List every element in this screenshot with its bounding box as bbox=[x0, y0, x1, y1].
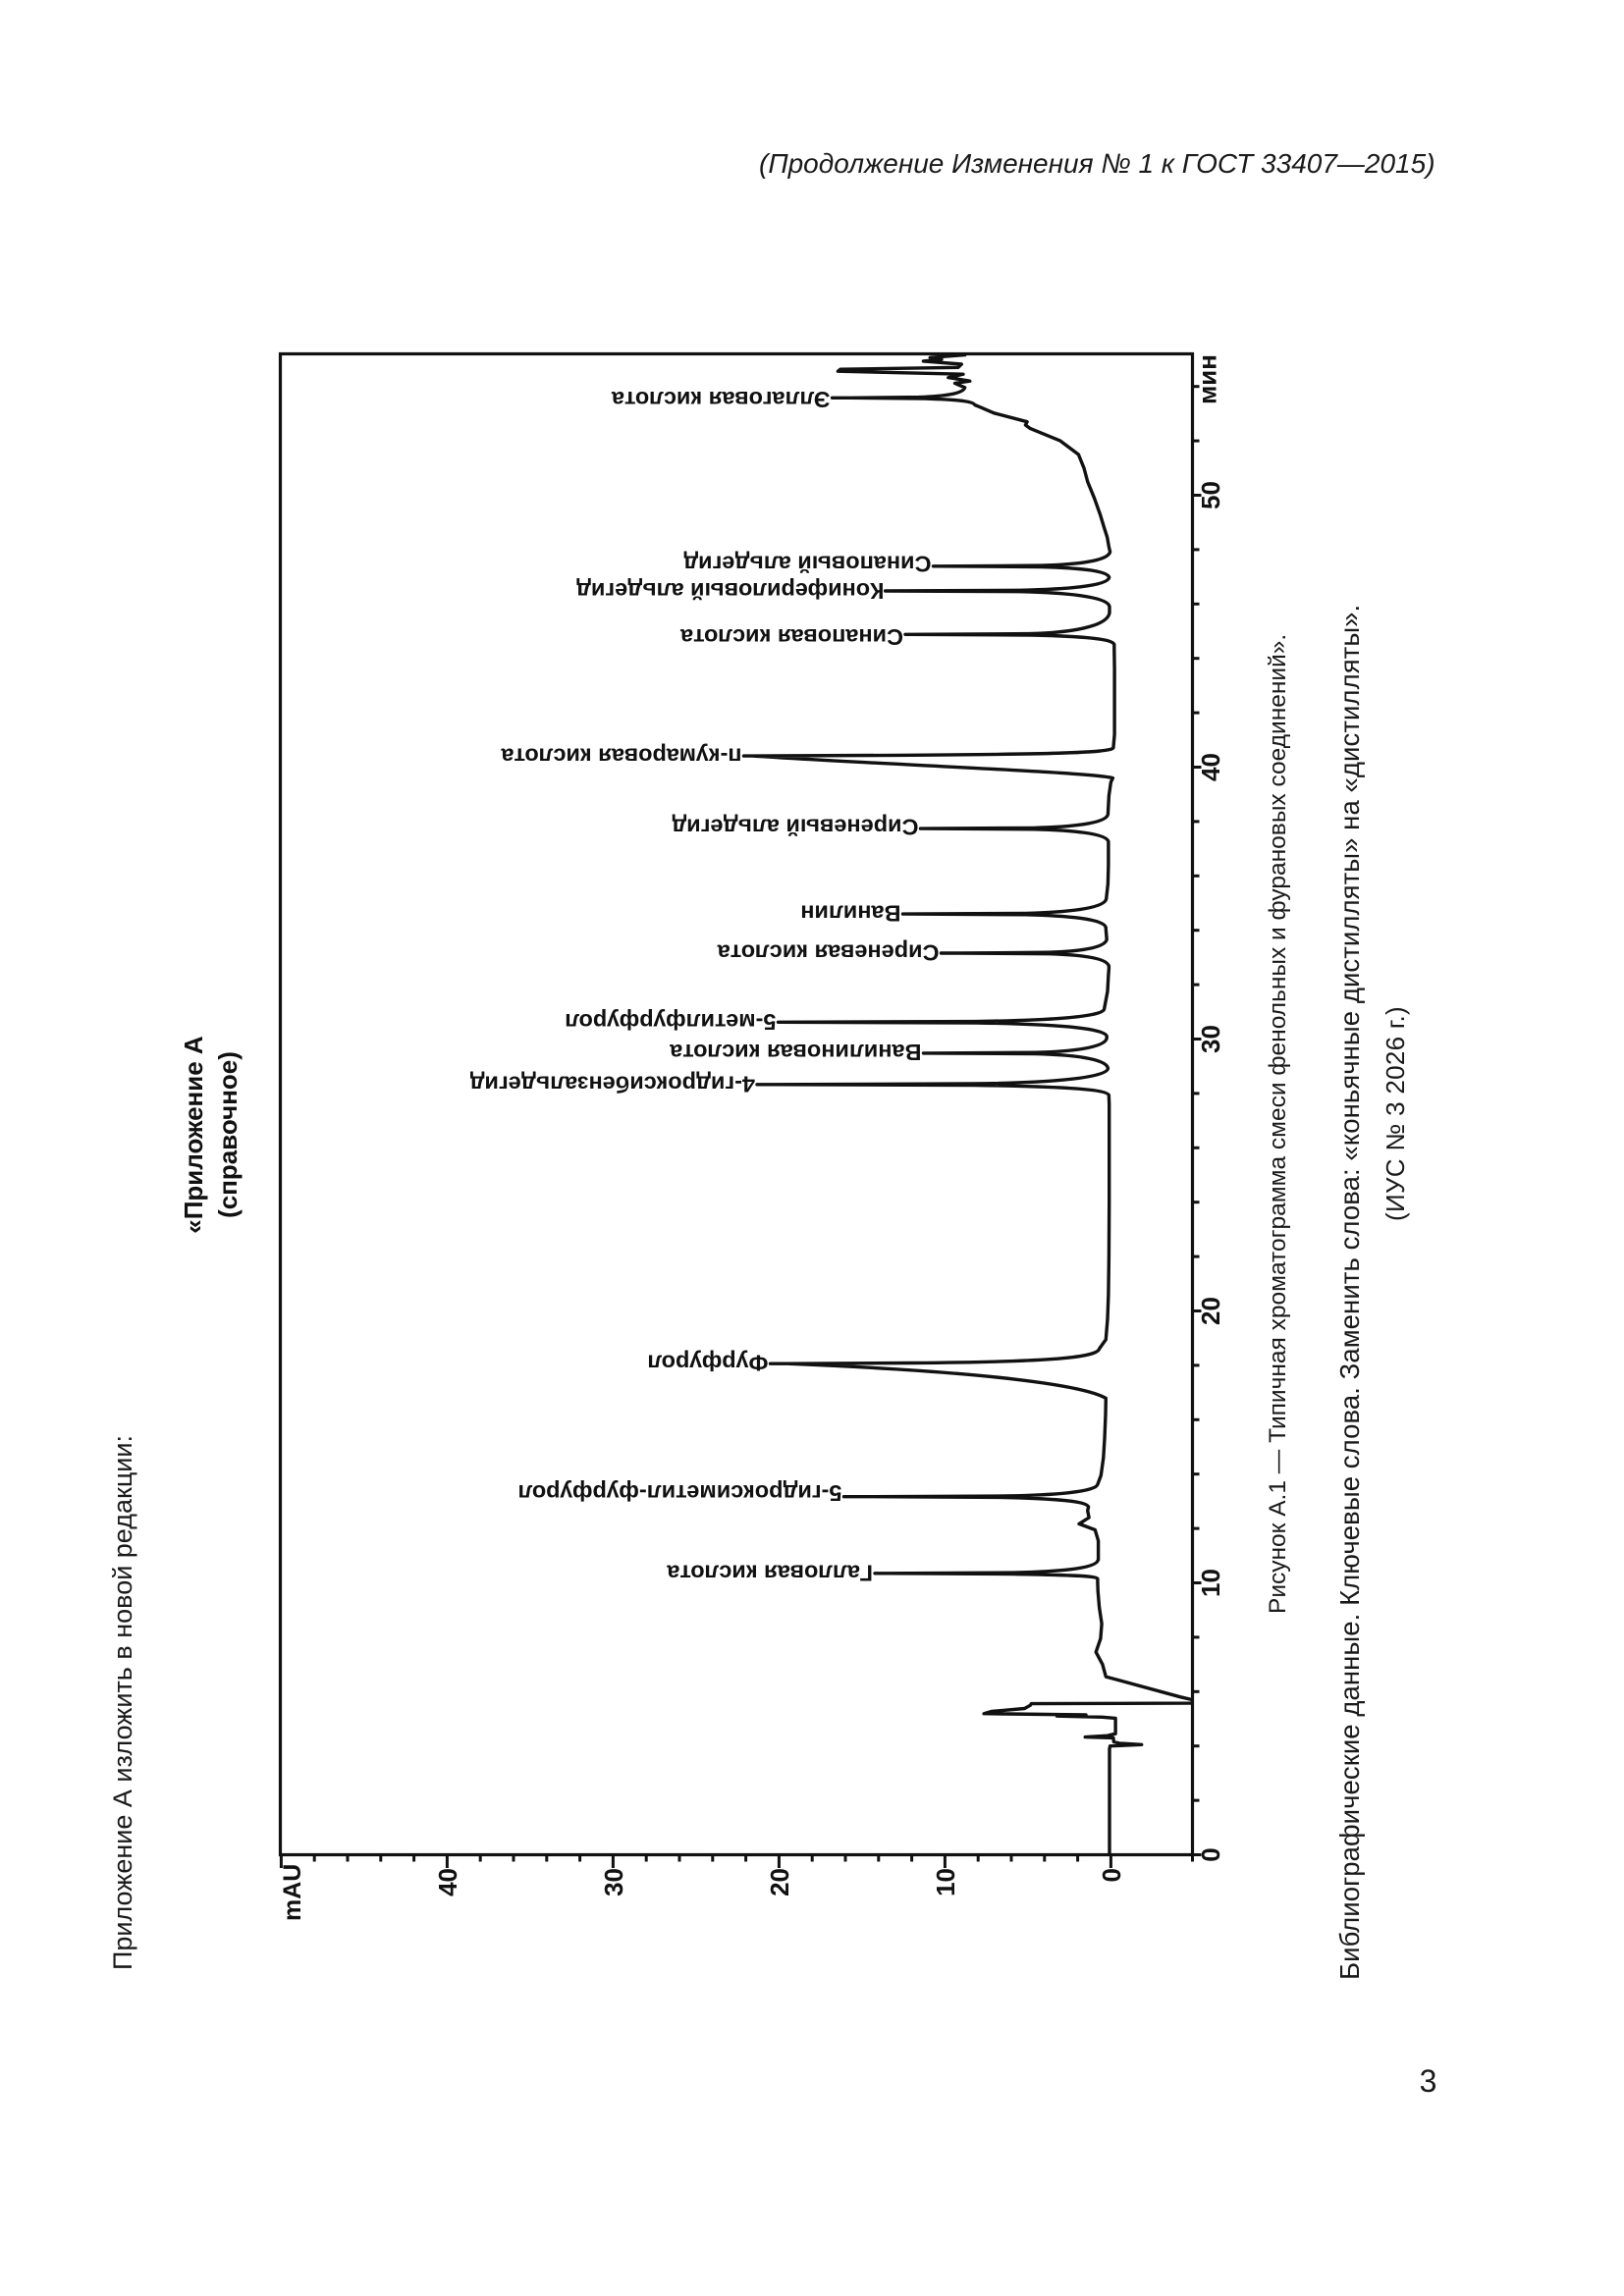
svg-text:10: 10 bbox=[930, 1868, 959, 1896]
svg-text:0: 0 bbox=[1196, 1847, 1225, 1861]
svg-text:40: 40 bbox=[1196, 753, 1225, 781]
svg-text:Ванилиновая кислота: Ванилиновая кислота bbox=[669, 1040, 921, 1065]
svg-text:Ванилин: Ванилин bbox=[800, 901, 900, 927]
svg-text:30: 30 bbox=[598, 1868, 627, 1896]
svg-text:30: 30 bbox=[1196, 1025, 1225, 1053]
svg-text:Галловая кислота: Галловая кислота bbox=[666, 1561, 873, 1586]
svg-text:5-метилфурфурол: 5-метилфурфурол bbox=[565, 1009, 776, 1035]
svg-text:10: 10 bbox=[1196, 1569, 1225, 1597]
svg-text:20: 20 bbox=[764, 1868, 793, 1896]
svg-text:5-гидроксиметил-фурфурол: 5-гидроксиметил-фурфурол bbox=[517, 1480, 841, 1506]
svg-text:Эллаговая кислота: Эллаговая кислота bbox=[610, 387, 830, 412]
svg-text:мин: мин bbox=[1192, 354, 1221, 404]
svg-text:50: 50 bbox=[1196, 481, 1225, 509]
svg-text:mAU: mAU bbox=[279, 1864, 306, 1921]
svg-text:Конифериловый альдегид: Конифериловый альдегид bbox=[575, 578, 884, 604]
svg-text:Синаповая кислота: Синаповая кислота bbox=[679, 624, 903, 650]
svg-text:Фурфурол: Фурфурол bbox=[647, 1351, 768, 1376]
svg-text:0: 0 bbox=[1096, 1868, 1125, 1882]
svg-text:Сиреневый альдегид: Сиреневый альдегид bbox=[672, 815, 918, 840]
svg-text:п-кумаровая кислота: п-кумаровая кислота bbox=[500, 743, 741, 769]
svg-text:4-гидроксибензальдегид: 4-гидроксибензальдегид bbox=[469, 1072, 755, 1097]
svg-text:Синаповый альдегид: Синаповый альдегид bbox=[683, 552, 931, 577]
svg-text:20: 20 bbox=[1196, 1297, 1225, 1325]
svg-text:40: 40 bbox=[432, 1868, 461, 1896]
svg-text:Сиреневая кислота: Сиреневая кислота bbox=[716, 939, 939, 965]
